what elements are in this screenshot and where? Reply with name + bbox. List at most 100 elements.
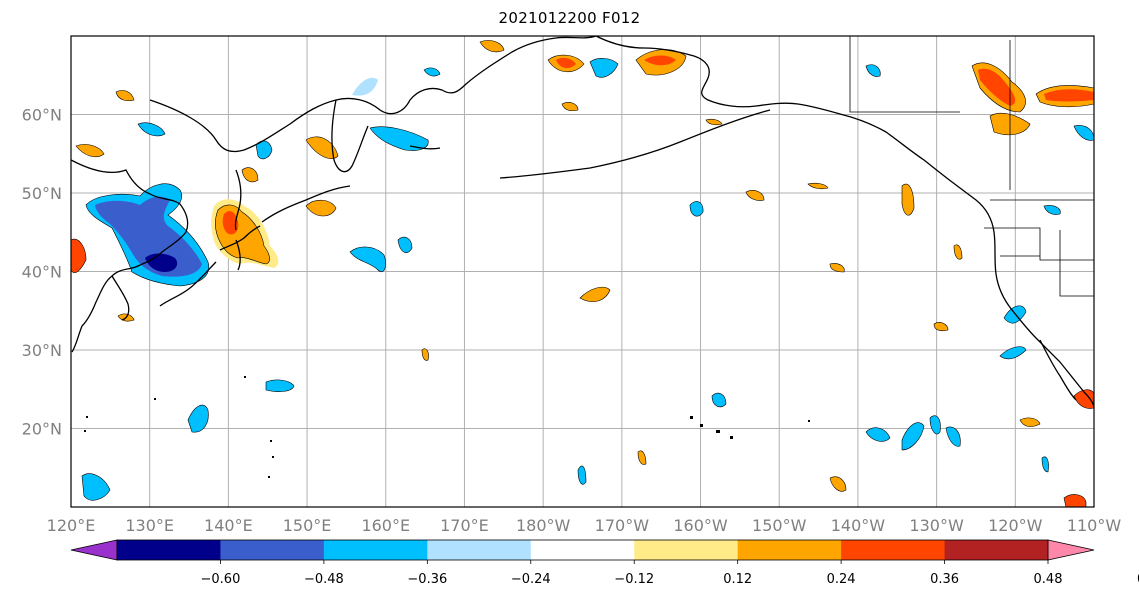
anomaly-patch-50 [637,450,647,465]
coastline-baja [1039,339,1077,401]
longitude-tick-label: 140°E [204,516,253,535]
longitude-tick-label: 130°W [909,516,964,535]
anomaly-patch-37 [901,183,915,216]
map-frame [70,35,1095,508]
anomaly-patch-54 [561,102,579,112]
colorbar-segment [944,540,1049,560]
anomaly-patch-24 [305,199,337,217]
colorbar-segment [220,540,325,560]
coastline-korea [111,275,130,321]
coastline-kuril [261,185,351,223]
colorbar-segment [117,540,221,560]
anomaly-patch-13 [901,422,925,451]
anomaly-patch-48 [1063,494,1087,507]
anomaly-patch-31 [556,57,576,69]
border-canada-alaska [849,36,960,113]
anomaly-patch-17 [999,346,1027,360]
colorbar-tick-label: −0.12 [614,572,654,587]
longitude-tick-label: 140°W [831,516,886,535]
anomaly-patch-52 [421,348,429,361]
anomaly-patch-9 [423,67,441,77]
anomaly-patch-35 [745,190,765,201]
anomaly-patch-3 [352,77,378,96]
colorbar-tick-label: 0.24 [827,572,856,587]
latitude-tick-label: 20°N [22,420,62,439]
anomaly-patch-47 [1019,417,1041,427]
colorbar-segment [427,540,532,560]
anomaly-patch-39 [933,322,949,332]
longitude-tick-label: 160°E [361,516,410,535]
colorbar-segment [323,540,428,560]
latitude-tick-labels: 20°N 30°N 40°N 50°N 60°N [22,106,62,439]
colorbar-segment [841,540,946,560]
colorbar-segment [530,540,635,560]
anomaly-patch-12 [865,427,891,442]
anomaly-patch-34 [579,286,611,302]
anomaly-patch-36 [807,182,829,190]
anomaly-patch-7 [187,404,209,433]
coastline-asia [71,159,189,353]
colorbar-extend-max [1047,539,1095,561]
colorbar-tick-label: −0.36 [407,572,447,587]
anomaly-patch-22 [1041,456,1049,473]
anomaly-patch-19 [865,64,881,77]
colorbar-segment [634,540,739,560]
anomaly-patch-38 [829,263,845,273]
colorbar-tick-label: −0.60 [201,572,241,587]
coastline-sakhalin [234,169,242,231]
islands [84,376,810,478]
anomaly-patch-51 [829,476,847,492]
colorbar-segment [737,540,842,560]
anomaly-patch-23 [81,473,111,501]
latitude-tick-label: 40°N [22,263,62,282]
anomaly-patch-53 [705,118,723,126]
coastline-japan [159,225,261,307]
positive-anomaly-patches [71,40,1094,507]
colorbar-outline [116,539,1049,561]
anomaly-patch-2 [137,122,166,137]
anomaly-patch-46 [1073,389,1094,409]
anomaly-patch-10 [689,201,704,217]
anomaly-patch-14 [929,415,941,435]
longitude-tick-labels: 120°E 130°E 140°E 150°E 160°E 170°E 180°W 170°W… [47,516,1122,535]
colorbar-tick-label: −0.24 [511,572,551,587]
border-states [984,40,1094,297]
anomaly-patch-29 [479,40,505,53]
anomaly-patch-26 [75,144,105,158]
coastline-aleutians [409,109,771,179]
anomaly-patch-japan-red [222,211,239,235]
colorbar-tick-label: 0.12 [723,572,752,587]
latitude-tick-label: 30°N [22,341,62,360]
anomaly-patch-sakhalin [241,167,259,183]
longitude-tick-label: 180°W [516,516,571,535]
longitude-tick-label: 160°W [673,516,728,535]
anomaly-patch-6 [265,379,295,392]
coastline-alaska [595,36,1094,409]
map-title: 2021012200 F012 [498,9,641,27]
longitude-tick-label: 150°W [752,516,807,535]
anomaly-patch-20 [1043,205,1061,215]
anomaly-patch-5 [397,236,413,253]
anomaly-patch-33 [644,55,676,66]
anomaly-patch-kamchatka [369,126,429,151]
longitude-tick-label: 170°E [440,516,489,535]
colorbar-tick-label: −0.48 [304,572,344,587]
latitude-tick-label: 60°N [22,106,62,125]
latitude-tick-label: 50°N [22,184,62,203]
anomaly-patch-25 [305,136,339,159]
anomaly-patch-4 [349,246,386,273]
colorbar-tick-labels: −0.60 −0.48 −0.36 −0.24 −0.12 0.12 0.24 0.36 0.4… [201,572,1139,587]
longitude-tick-label: 110°W [1067,516,1122,535]
colorbar [70,539,1095,564]
coastlines [71,36,1094,409]
longitude-tick-label: 130°E [125,516,174,535]
anomaly-patch-43 [978,68,1016,106]
negative-anomaly-patches [81,58,1094,501]
anomaly-patch-45 [1044,89,1094,102]
anomaly-patch-18 [1073,125,1094,141]
longitude-tick-label: 120°E [47,516,96,535]
longitude-tick-label: 120°W [988,516,1043,535]
anomaly-patch-manchuria-core [95,196,202,277]
colorbar-extend-min [70,539,118,561]
